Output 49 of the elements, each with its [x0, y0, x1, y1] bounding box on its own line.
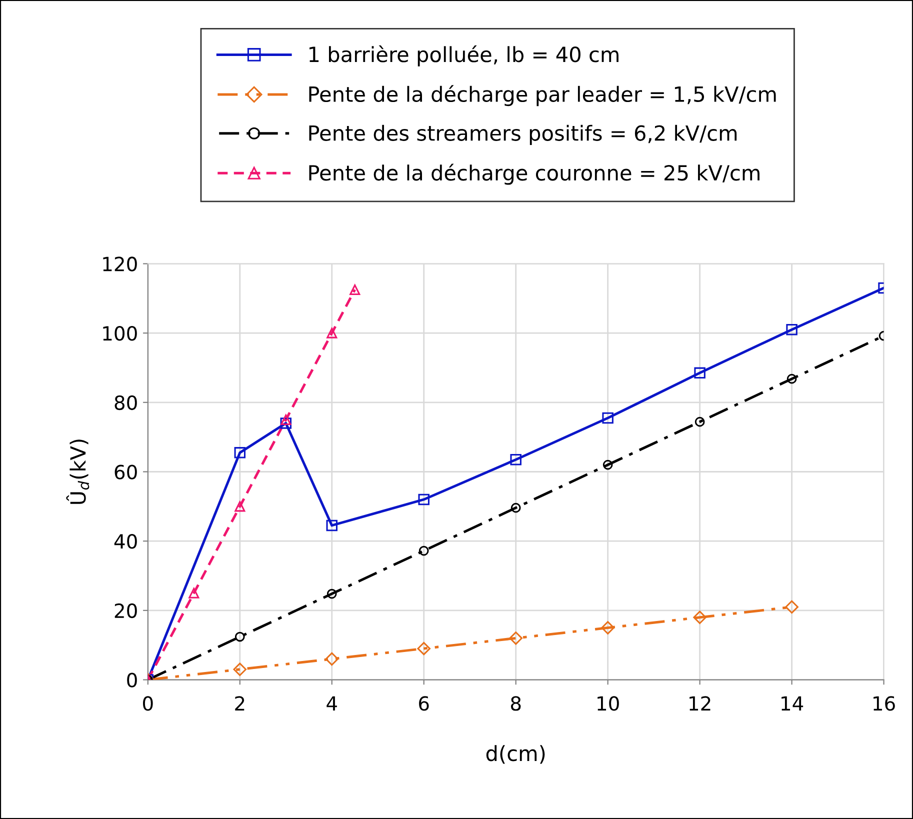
- x-tick-label: 4: [326, 696, 337, 711]
- y-tick-label: 60: [114, 464, 137, 480]
- y-tick-label: 120: [103, 256, 137, 272]
- y-axis-title: Û$_{d}$(kV): [66, 440, 90, 504]
- point: [234, 447, 246, 458]
- point: [509, 632, 522, 645]
- point: [418, 546, 429, 556]
- point: [326, 328, 338, 338]
- point: [280, 414, 292, 426]
- point: [601, 621, 614, 634]
- x-tick-label: 12: [690, 696, 710, 711]
- x-tick-label: 16: [874, 696, 895, 711]
- point: [602, 460, 613, 470]
- x-axis-title: d(cm): [486, 745, 545, 764]
- legend-label: 1 barrière polluée, lb = 40 cm: [310, 45, 618, 66]
- point: [418, 494, 430, 506]
- point: [350, 284, 360, 295]
- point: [325, 652, 339, 666]
- point: [786, 374, 797, 384]
- point: [326, 588, 337, 599]
- x-tick-label: 2: [235, 696, 244, 711]
- y-tick-label: 80: [114, 395, 137, 410]
- point: [280, 418, 292, 429]
- x-tick-label: 10: [598, 696, 619, 711]
- point: [785, 600, 798, 614]
- point: [602, 412, 614, 424]
- point: [694, 367, 706, 379]
- point: [417, 642, 431, 656]
- x-tick-label: 0: [143, 696, 153, 711]
- point: [510, 502, 521, 513]
- y-tick-label: 0: [127, 672, 137, 688]
- legend-label: Pente des streamers positifs = 6,2 kV/cm: [309, 124, 737, 145]
- x-tick-label: 8: [510, 696, 521, 711]
- x-tick-label: 6: [419, 696, 429, 711]
- point: [694, 416, 705, 427]
- point: [234, 501, 246, 512]
- point: [786, 324, 798, 336]
- legend-label: Pente de la décharge couronne = 25 kV/cm: [309, 164, 760, 185]
- point: [693, 610, 706, 624]
- x-tick-label: 14: [782, 696, 804, 711]
- y-tick-label: 40: [114, 534, 137, 549]
- legend-label: Pente de la décharge par leader = 1,5 kV/cm: [309, 85, 776, 106]
- y-tick-label: 100: [103, 326, 137, 341]
- point: [234, 632, 245, 642]
- point: [233, 662, 247, 676]
- point: [510, 454, 522, 466]
- y-tick-label: 20: [114, 603, 137, 618]
- point: [188, 588, 200, 598]
- point: [326, 520, 338, 532]
